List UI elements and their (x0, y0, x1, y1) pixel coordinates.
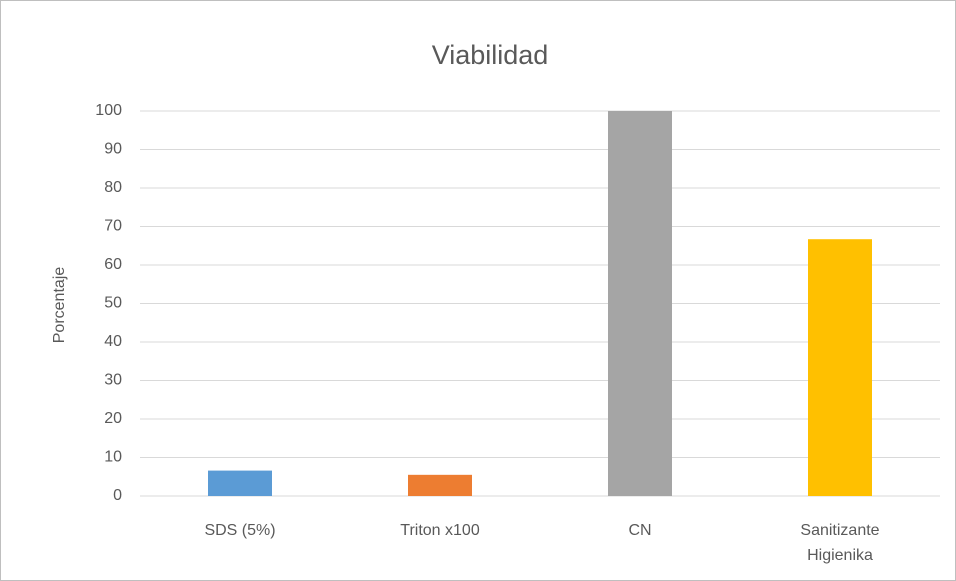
y-tick-label: 0 (113, 487, 122, 504)
y-tick-label: 60 (104, 256, 122, 273)
y-axis-label: Porcentaje (51, 267, 68, 344)
y-tick-label: 90 (104, 141, 122, 158)
y-tick-label: 40 (104, 333, 122, 350)
x-tick-label: Sanitizante Higienika (800, 522, 879, 564)
x-tick-label: SDS (5%) (204, 522, 275, 539)
bar (808, 239, 872, 496)
y-tick-label: 30 (104, 372, 122, 389)
chart-title: Viabilidad (432, 40, 549, 70)
bar (608, 111, 672, 496)
bar (208, 470, 272, 496)
y-tick-label: 10 (104, 449, 122, 466)
y-tick-label: 80 (104, 179, 122, 196)
y-tick-label: 20 (104, 410, 122, 427)
bar (408, 474, 472, 496)
y-tick-label: 100 (95, 102, 122, 119)
x-tick-label: CN (628, 522, 651, 539)
y-tick-label: 70 (104, 218, 122, 235)
x-tick-label: Triton x100 (400, 522, 480, 539)
y-tick-label: 50 (104, 295, 122, 312)
